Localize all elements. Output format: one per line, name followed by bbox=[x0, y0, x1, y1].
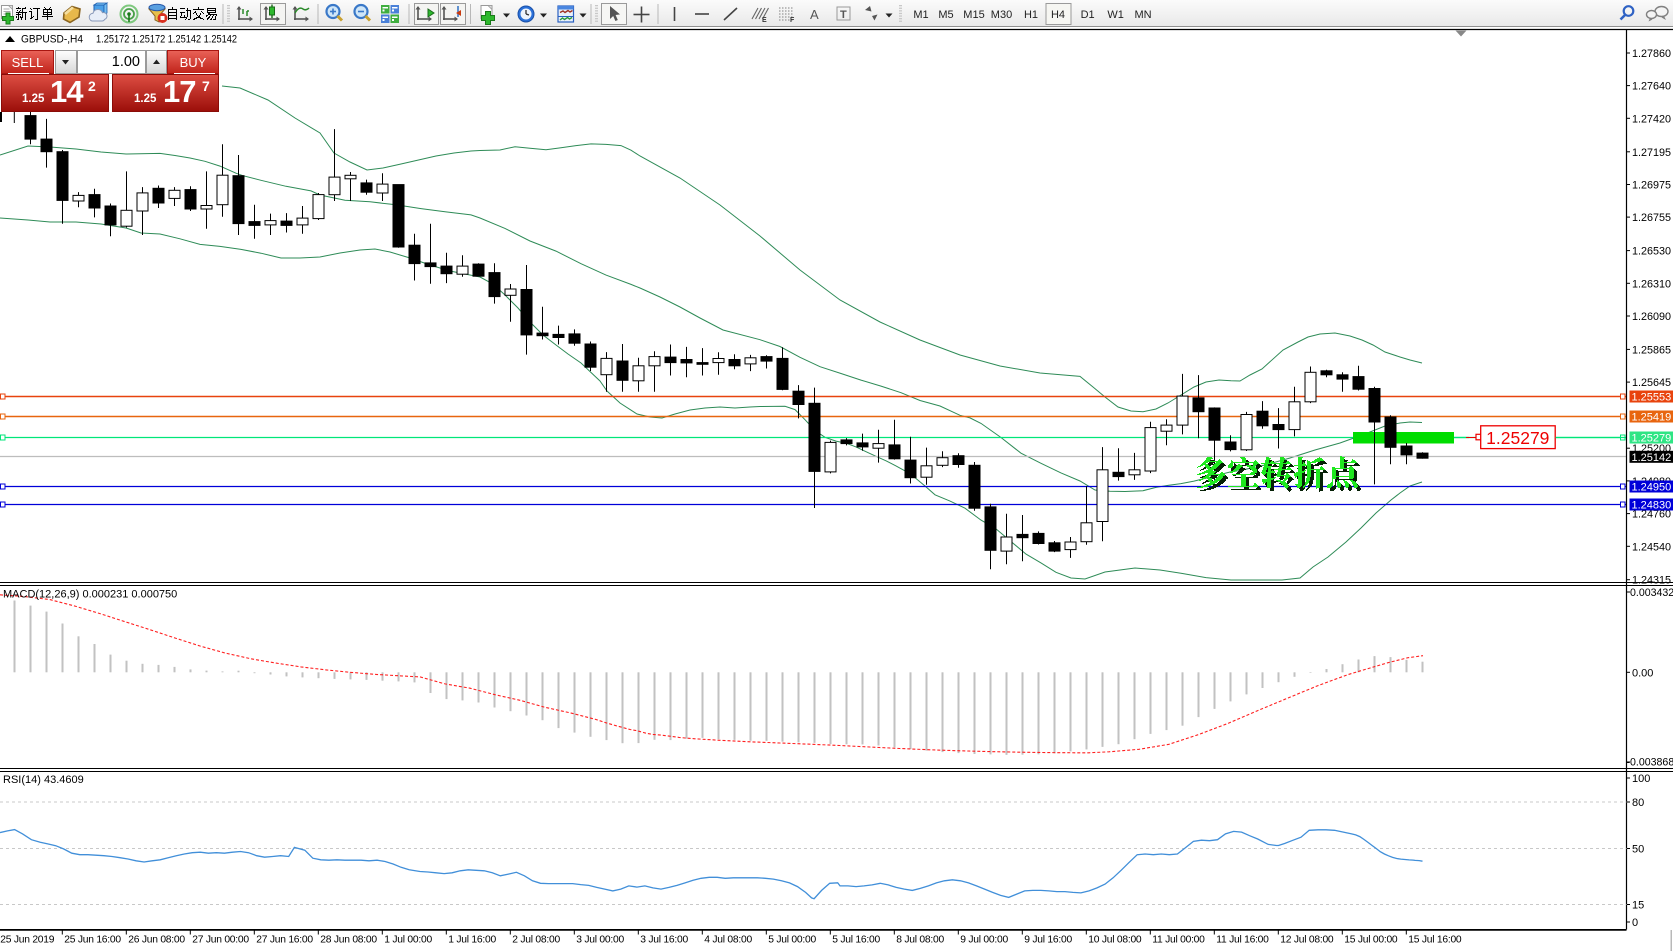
svg-text:M1: M1 bbox=[913, 9, 928, 21]
svg-text:9 Jul 16:00: 9 Jul 16:00 bbox=[1024, 935, 1072, 946]
svg-text:15 Jul 16:00: 15 Jul 16:00 bbox=[1408, 935, 1462, 946]
svg-text:27 Jun 00:00: 27 Jun 00:00 bbox=[192, 935, 249, 946]
svg-text:1.26530: 1.26530 bbox=[1632, 246, 1671, 258]
svg-text:26 Jun 08:00: 26 Jun 08:00 bbox=[128, 935, 185, 946]
svg-text:0.00: 0.00 bbox=[1632, 667, 1653, 679]
svg-text:1.24830: 1.24830 bbox=[1632, 500, 1672, 512]
svg-text:1.26090: 1.26090 bbox=[1632, 311, 1671, 323]
svg-text:1.27640: 1.27640 bbox=[1632, 81, 1671, 93]
svg-text:1.26975: 1.26975 bbox=[1632, 180, 1671, 192]
svg-text:9 Jul 00:00: 9 Jul 00:00 bbox=[960, 935, 1008, 946]
svg-text:MN: MN bbox=[1134, 9, 1151, 21]
svg-text:1.26755: 1.26755 bbox=[1632, 212, 1671, 224]
svg-text:15: 15 bbox=[1632, 900, 1644, 912]
svg-text:1.26310: 1.26310 bbox=[1632, 278, 1671, 290]
svg-text:M15: M15 bbox=[963, 9, 984, 21]
svg-text:50: 50 bbox=[1632, 844, 1644, 856]
svg-text:1 Jul 16:00: 1 Jul 16:00 bbox=[448, 935, 496, 946]
svg-text:1.24950: 1.24950 bbox=[1632, 482, 1672, 494]
svg-text:1.25279: 1.25279 bbox=[1486, 428, 1549, 448]
svg-text:25 Jun 2019: 25 Jun 2019 bbox=[0, 935, 54, 946]
svg-text:GBPUSD-,H4: GBPUSD-,H4 bbox=[21, 34, 83, 46]
svg-text:MACD(12,26,9) 0.000231 0.00075: MACD(12,26,9) 0.000231 0.000750 bbox=[3, 589, 177, 601]
svg-text:80: 80 bbox=[1632, 797, 1644, 809]
svg-text:3 Jul 00:00: 3 Jul 00:00 bbox=[576, 935, 624, 946]
svg-text:A: A bbox=[810, 7, 819, 22]
svg-text:1 Jul 00:00: 1 Jul 00:00 bbox=[384, 935, 432, 946]
svg-text:1.25645: 1.25645 bbox=[1632, 377, 1671, 389]
svg-text:28 Jun 08:00: 28 Jun 08:00 bbox=[320, 935, 377, 946]
svg-text:2 Jul 08:00: 2 Jul 08:00 bbox=[512, 935, 560, 946]
svg-text:H4: H4 bbox=[1051, 9, 1065, 21]
svg-text:H1: H1 bbox=[1024, 9, 1038, 21]
svg-text:3 Jul 16:00: 3 Jul 16:00 bbox=[640, 935, 688, 946]
svg-text:15 Jul 00:00: 15 Jul 00:00 bbox=[1344, 935, 1398, 946]
svg-text:1.24760: 1.24760 bbox=[1632, 509, 1671, 521]
svg-text:1.24315: 1.24315 bbox=[1632, 575, 1671, 587]
svg-text:100: 100 bbox=[1632, 773, 1650, 785]
svg-text:1.27420: 1.27420 bbox=[1632, 113, 1671, 125]
svg-text:E: E bbox=[762, 17, 767, 24]
svg-text:11 Jul 00:00: 11 Jul 00:00 bbox=[1152, 935, 1205, 946]
svg-text:W1: W1 bbox=[1107, 9, 1124, 21]
svg-text:1.24540: 1.24540 bbox=[1632, 541, 1671, 553]
svg-text:1.25865: 1.25865 bbox=[1632, 344, 1671, 356]
svg-text:F: F bbox=[790, 17, 795, 24]
svg-text:5 Jul 00:00: 5 Jul 00:00 bbox=[768, 935, 816, 946]
svg-text:5 Jul 16:00: 5 Jul 16:00 bbox=[832, 935, 880, 946]
svg-text:RSI(14) 43.4609: RSI(14) 43.4609 bbox=[3, 774, 84, 786]
svg-text:M30: M30 bbox=[991, 9, 1012, 21]
svg-text:4 Jul 08:00: 4 Jul 08:00 bbox=[704, 935, 752, 946]
svg-text:T: T bbox=[840, 9, 847, 21]
svg-text:1.25279: 1.25279 bbox=[1632, 433, 1672, 445]
svg-text:1.25553: 1.25553 bbox=[1632, 392, 1672, 404]
svg-text:0.003432: 0.003432 bbox=[1630, 587, 1673, 599]
svg-text:1.27860: 1.27860 bbox=[1632, 48, 1671, 60]
svg-text:1.25142: 1.25142 bbox=[1632, 452, 1672, 464]
svg-text:10 Jul 08:00: 10 Jul 08:00 bbox=[1088, 935, 1142, 946]
svg-text:12 Jul 08:00: 12 Jul 08:00 bbox=[1280, 935, 1334, 946]
svg-text:11 Jul 16:00: 11 Jul 16:00 bbox=[1216, 935, 1269, 946]
svg-text:8 Jul 08:00: 8 Jul 08:00 bbox=[896, 935, 944, 946]
svg-text:-0.003868: -0.003868 bbox=[1627, 757, 1673, 769]
svg-text:D1: D1 bbox=[1081, 9, 1095, 21]
svg-text:1.25172 1.25172 1.25142 1.2514: 1.25172 1.25172 1.25142 1.25142 bbox=[96, 34, 237, 46]
svg-text:1.27195: 1.27195 bbox=[1632, 147, 1671, 159]
svg-text:1.25419: 1.25419 bbox=[1632, 412, 1672, 424]
svg-text:M5: M5 bbox=[938, 9, 953, 21]
svg-text:0: 0 bbox=[1632, 917, 1638, 929]
svg-text:25 Jun 16:00: 25 Jun 16:00 bbox=[64, 935, 121, 946]
svg-text:27 Jun 16:00: 27 Jun 16:00 bbox=[256, 935, 313, 946]
